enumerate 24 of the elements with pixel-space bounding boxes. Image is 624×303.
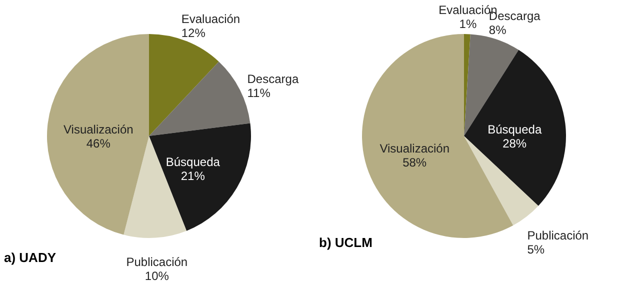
data-label: 21% (180, 168, 206, 183)
slice-label: Publicación (527, 228, 589, 243)
pie-slice (464, 50, 566, 206)
slice-label: Búsqueda (166, 154, 220, 169)
pie-slice (149, 123, 251, 231)
data-label: 8% (488, 23, 507, 38)
pie-slice (47, 34, 149, 235)
slice-label: Evaluación (181, 12, 240, 26)
pie-slice (464, 136, 538, 226)
slice-label: Descarga (247, 72, 299, 86)
text: b) UCLM (319, 235, 372, 250)
data-label: 1% (459, 17, 477, 32)
data-label: 11% (247, 86, 271, 100)
data-label: 58% (402, 156, 427, 170)
slice-label: Visualización (63, 122, 134, 137)
slice-label: Búsqueda (488, 122, 542, 137)
data-label: 5% (527, 242, 545, 257)
slice-label: Visualización (380, 142, 450, 156)
data-label: 12% (181, 26, 206, 40)
data-label: 46% (86, 136, 111, 151)
text: a) UADY (4, 250, 56, 265)
data-label: 10% (144, 268, 170, 283)
slice-label: Publicación (126, 254, 188, 269)
data-label: 28% (502, 136, 527, 151)
